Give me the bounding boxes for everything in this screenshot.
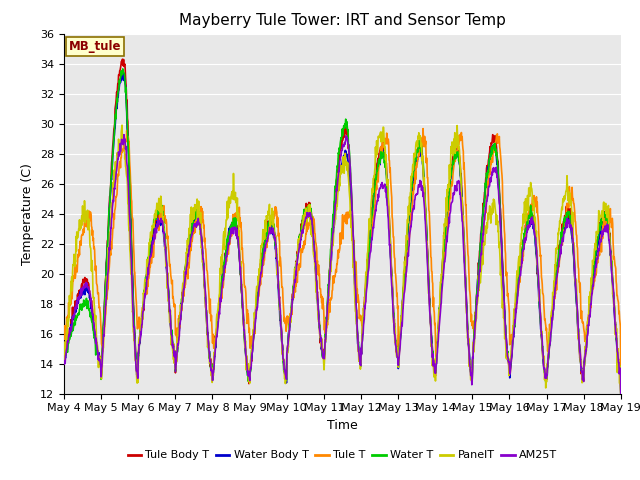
Legend: Tule Body T, Water Body T, Tule T, Water T, PanelT, AM25T: Tule Body T, Water Body T, Tule T, Water… — [123, 446, 562, 465]
Y-axis label: Temperature (C): Temperature (C) — [22, 163, 35, 264]
X-axis label: Time: Time — [327, 419, 358, 432]
Title: Mayberry Tule Tower: IRT and Sensor Temp: Mayberry Tule Tower: IRT and Sensor Temp — [179, 13, 506, 28]
Text: MB_tule: MB_tule — [68, 39, 121, 53]
